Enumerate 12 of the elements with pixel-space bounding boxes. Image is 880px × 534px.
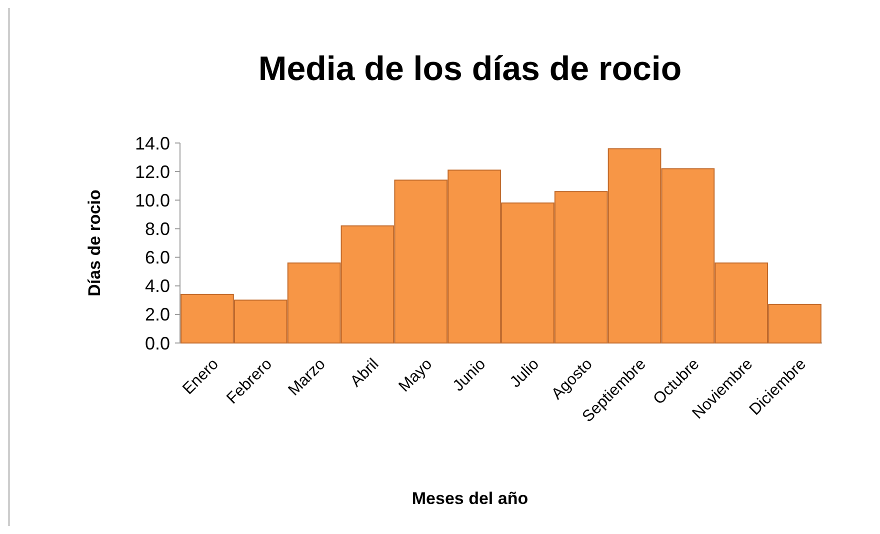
y-axis-title: Días de rocio: [85, 190, 104, 296]
y-tick-label: 4.0: [144, 276, 170, 296]
y-tick-label: 12.0: [134, 162, 170, 182]
y-tick-label: 2.0: [144, 304, 170, 325]
y-tick-label: 14.0: [134, 133, 170, 154]
y-tick-label: 10.0: [134, 190, 170, 210]
y-tick-label: 0.0: [144, 333, 170, 354]
x-axis-title: Meses del año: [412, 489, 528, 508]
y-tick-label: 6.0: [144, 248, 170, 268]
x-tick-label: Julio: [507, 356, 543, 392]
y-tick-label: 8.0: [144, 219, 170, 240]
chart-title: Media de los días de rocio: [258, 50, 682, 88]
